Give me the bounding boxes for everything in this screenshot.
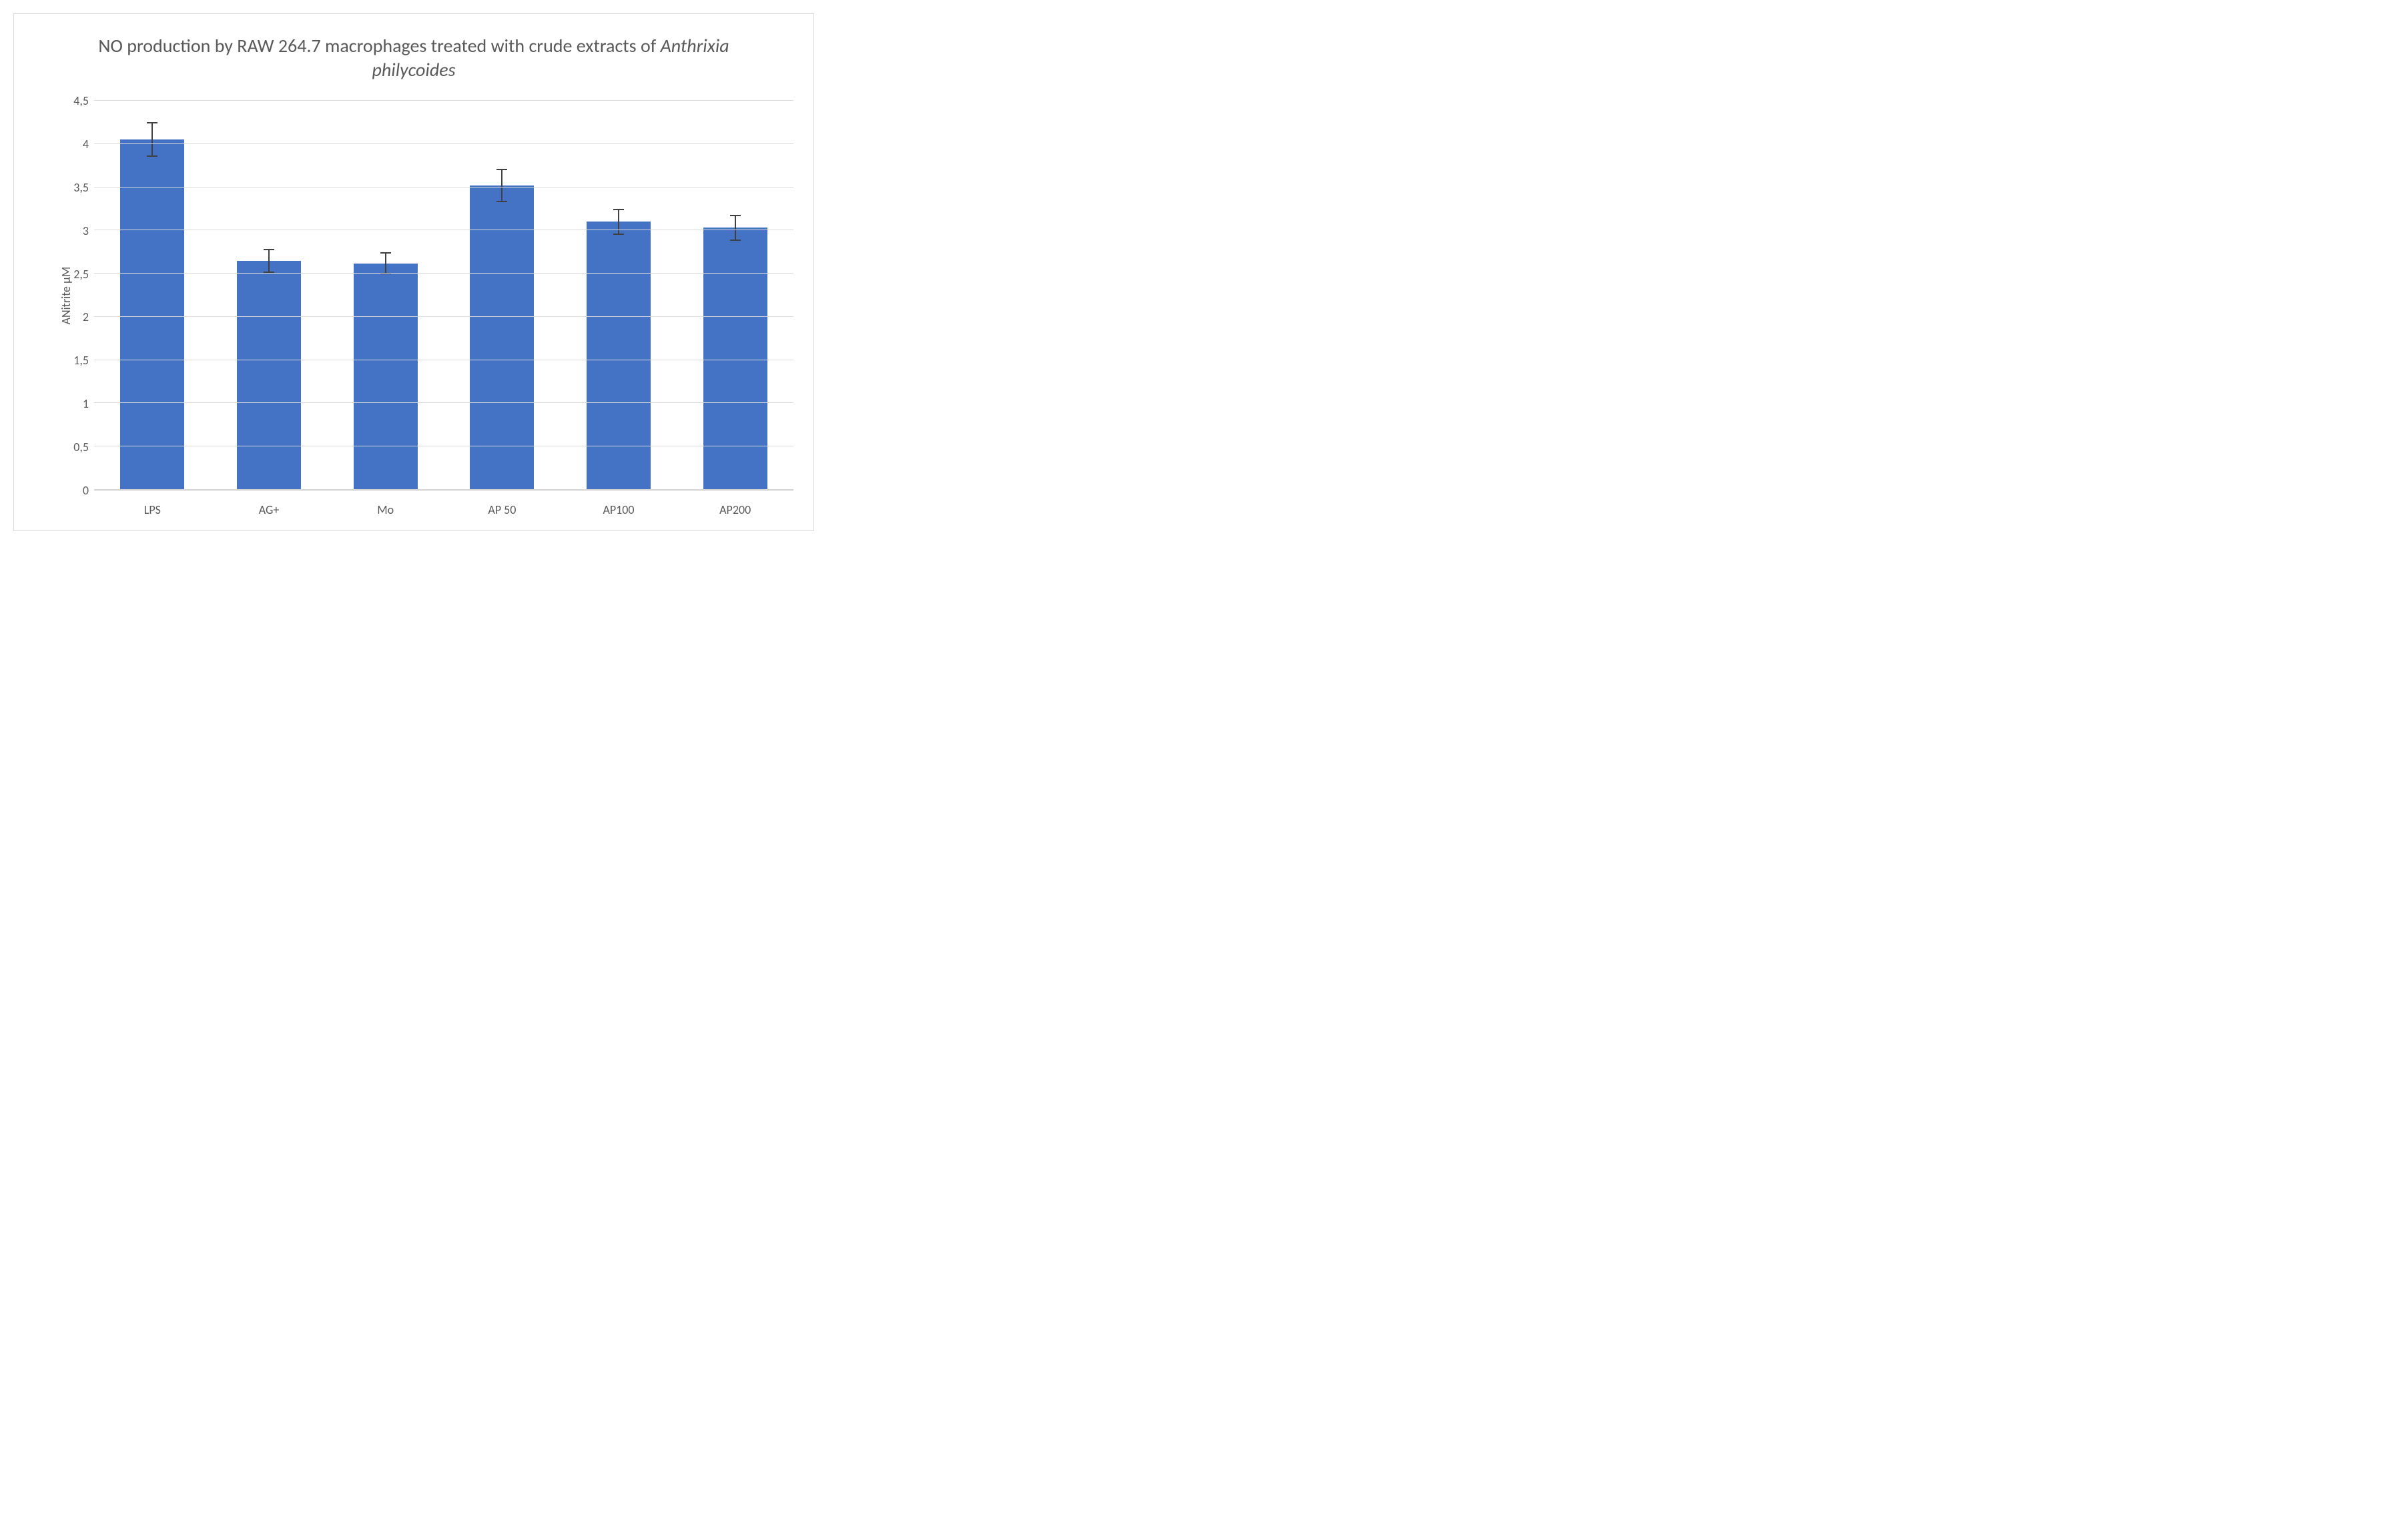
bars-layer	[94, 101, 793, 490]
x-tick-label: AP 50	[444, 502, 561, 517]
y-tick-label: 1	[55, 396, 89, 411]
y-tick-label: 3,5	[55, 180, 89, 195]
bar-slot	[94, 101, 211, 490]
x-tick-label: AG+	[211, 502, 328, 517]
gridline	[94, 273, 793, 274]
bar-slot	[211, 101, 328, 490]
x-tick-label: LPS	[94, 502, 211, 517]
bar	[587, 222, 651, 490]
y-tick-label: 3	[55, 224, 89, 238]
bar	[120, 139, 184, 490]
plot-area	[94, 101, 793, 490]
chart-title: NO production by RAW 264.7 macrophages t…	[57, 34, 771, 83]
gridline	[94, 316, 793, 317]
y-tick-label: 0,5	[55, 440, 89, 454]
y-tick-label: 2	[55, 310, 89, 324]
x-axis-labels: LPSAG+MoAP 50AP100AP200	[94, 502, 793, 517]
y-tick-label: 0	[55, 483, 89, 498]
bar-slot	[677, 101, 793, 490]
bar	[354, 264, 418, 490]
x-tick-label: Mo	[327, 502, 444, 517]
plot-wrapper: ANitrite µM 00,511,522,533,544,5	[54, 101, 793, 490]
bar	[237, 261, 301, 490]
bar	[470, 185, 534, 490]
chart-title-text: NO production by RAW 264.7 macrophages t…	[98, 34, 660, 57]
x-tick-label: AP200	[677, 502, 793, 517]
y-axis: 00,511,522,533,544,5	[54, 101, 94, 490]
gridline	[94, 143, 793, 144]
y-tick-label: 2,5	[55, 267, 89, 282]
gridline	[94, 489, 793, 490]
bar-slot	[561, 101, 677, 490]
x-tick-label: AP100	[561, 502, 677, 517]
bar-slot	[444, 101, 561, 490]
y-tick-label: 1,5	[55, 353, 89, 368]
chart-container: NO production by RAW 264.7 macrophages t…	[13, 13, 814, 531]
y-tick-label: 4	[55, 137, 89, 151]
y-tick-label: 4,5	[55, 93, 89, 108]
gridline	[94, 402, 793, 403]
gridline	[94, 100, 793, 101]
bar-slot	[327, 101, 444, 490]
